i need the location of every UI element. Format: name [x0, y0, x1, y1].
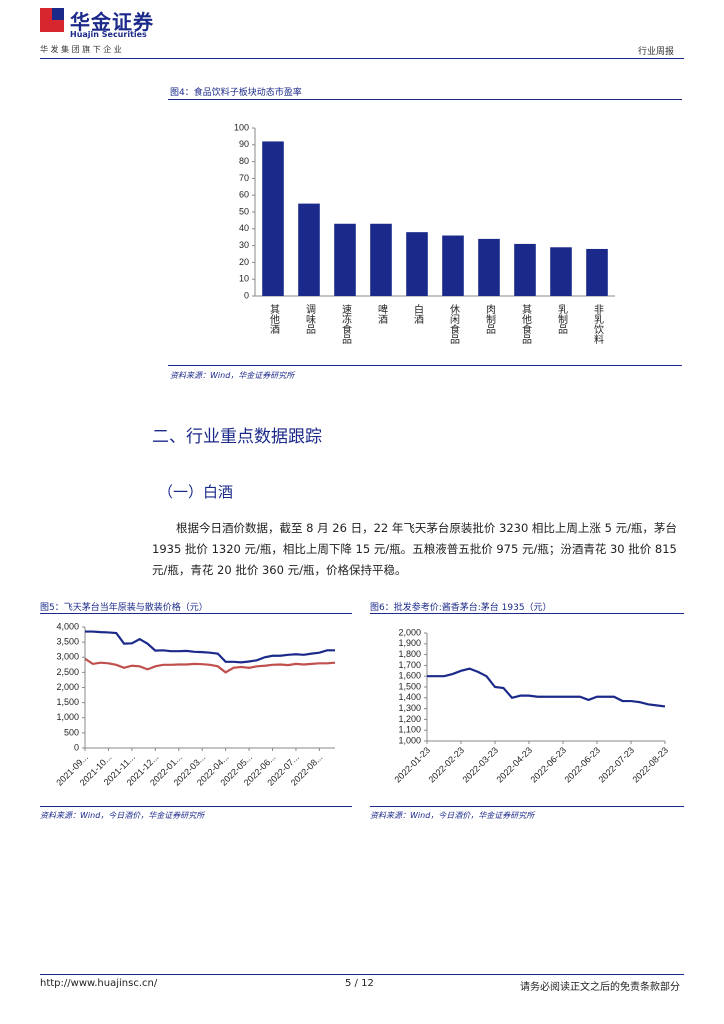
rule: [370, 613, 684, 614]
y-tick-label: 20: [239, 257, 249, 267]
source: 资料来源：Wind，今日酒价，华金证券研究所: [370, 811, 535, 820]
y-tick-label: 3,000: [56, 652, 79, 662]
y-tick-label: 3,500: [56, 637, 79, 647]
subheading: （一）白酒: [158, 483, 234, 501]
report-type: 行业周报: [638, 47, 675, 57]
y-tick-label: 2,000: [398, 627, 421, 637]
company: 华金证券: [70, 10, 154, 34]
y-tick-label: 100: [234, 122, 249, 132]
y-tick-label: 4,000: [56, 621, 79, 631]
logo-mark: [52, 8, 64, 20]
bar: [370, 223, 392, 296]
x-tick-label: 2022-03-23: [460, 745, 500, 785]
y-tick-label: 1,900: [398, 638, 421, 648]
line: [85, 630, 335, 664]
x-tick-label: 速冻食品: [340, 304, 352, 345]
y-tick-label: 1,300: [398, 703, 421, 713]
bar: [442, 235, 464, 296]
y-tick-label: 0: [74, 742, 79, 752]
y-tick-label: 1,700: [398, 660, 421, 670]
y-tick-label: 30: [239, 240, 249, 250]
x-tick-label: 非乳饮料: [592, 304, 604, 345]
rule: [168, 99, 682, 100]
bar: [262, 141, 284, 296]
y-tick-label: 2,500: [56, 667, 79, 677]
y-tick-label: 1,500: [56, 697, 79, 707]
x-tick-label: 2022-06-23: [562, 745, 602, 785]
bar: [514, 243, 536, 296]
x-tick-label: 2022-04-23: [494, 745, 534, 785]
y-tick-label: 500: [64, 727, 79, 737]
y-tick-label: 50: [239, 206, 249, 216]
x-tick-label: 乳制品: [556, 303, 568, 335]
y-tick-label: 1,000: [398, 735, 421, 745]
bar: [478, 238, 500, 296]
x-tick-label: 肉制品: [484, 303, 496, 335]
source: 资料来源：Wind，华金证券研究所: [170, 371, 295, 380]
y-tick-label: 40: [239, 223, 249, 233]
x-tick-label: 啤酒: [376, 304, 388, 325]
heading: 二、行业重点数据跟踪: [152, 427, 322, 447]
y-tick-label: 70: [239, 173, 249, 183]
y-tick-label: 90: [239, 139, 249, 149]
x-tick-label: 2022-02-23: [426, 745, 466, 785]
disclaimer: 请务必阅读正文之后的免责条款部分: [520, 982, 680, 993]
tagline: 华 发 集 团 旗 下 企 业: [40, 45, 122, 54]
x-tick-label: 其他酒: [268, 304, 280, 335]
x-tick-label: 休闲食品: [448, 304, 460, 345]
y-tick-label: 10: [239, 274, 249, 284]
y-tick-label: 0: [244, 290, 249, 300]
page-number: 5 / 12: [345, 978, 374, 989]
figure-title: 图6：批发参考价:酱香茅台:茅台 1935（元）: [370, 603, 552, 613]
bar: [550, 247, 572, 296]
rule: [168, 365, 682, 366]
y-tick-label: 1,200: [398, 714, 421, 724]
bar: [334, 223, 356, 296]
source: 资料来源：Wind，今日酒价，华金证券研究所: [40, 811, 205, 820]
bar: [406, 232, 428, 296]
x-tick-label: 2022-06-23: [528, 745, 568, 785]
paragraph: 根据今日酒价数据，截至 8 月 26 日，22 年飞天茅台原装批价 3230 相…: [152, 521, 677, 577]
x-tick-label: 2022-08-23: [630, 745, 670, 785]
header-rule: [40, 58, 684, 59]
x-tick-label: 调味品: [304, 304, 316, 335]
footer-rule: [40, 974, 684, 975]
line: [84, 657, 336, 674]
y-tick-label: 1,400: [398, 692, 421, 702]
bar: [586, 248, 608, 296]
y-tick-label: 1,100: [398, 725, 421, 735]
x-tick-label: 其他食品: [520, 304, 532, 345]
line: [427, 667, 666, 708]
y-tick-label: 80: [239, 156, 249, 166]
y-tick-label: 1,600: [398, 671, 421, 681]
x-tick-label: 2022-01-23: [392, 745, 432, 785]
bar: [298, 203, 320, 296]
y-tick-label: 1,800: [398, 649, 421, 659]
y-tick-label: 1,500: [398, 681, 421, 691]
y-tick-label: 60: [239, 190, 249, 200]
x-tick-label: 白酒: [412, 303, 424, 325]
company-en: Huajin Securities: [70, 30, 147, 39]
rule: [40, 806, 352, 807]
y-tick-label: 2,000: [56, 682, 79, 692]
rule: [370, 806, 684, 807]
x-tick-label: 2022-07-23: [596, 745, 636, 785]
figure-title: 图5：飞天茅台当年原装与散装价格（元）: [40, 603, 208, 613]
footer-url: http://www.huajinsc.cn/: [40, 978, 158, 989]
figure-title: 图4：食品饮料子板块动态市盈率: [170, 88, 302, 98]
rule: [40, 613, 352, 614]
y-tick-label: 1,000: [56, 712, 79, 722]
